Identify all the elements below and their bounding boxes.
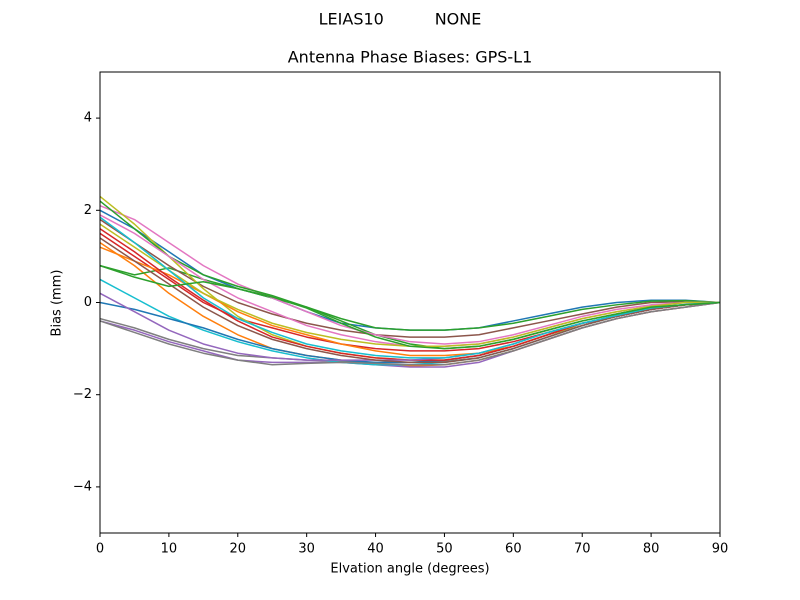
x-tick-label: 80 — [643, 542, 660, 557]
x-tick-label: 20 — [230, 542, 247, 557]
y-axis-label: Bias (mm) — [50, 270, 65, 337]
chart-title: Antenna Phase Biases: GPS-L1 — [288, 48, 533, 67]
x-tick-label: 0 — [96, 542, 104, 557]
y-tick-label: −2 — [73, 387, 92, 402]
x-tick-label: 90 — [712, 542, 729, 557]
y-tick-label: 4 — [84, 111, 92, 126]
y-tick-label: 0 — [84, 295, 92, 310]
data-line — [99, 200, 721, 331]
x-tick-label: 30 — [298, 542, 315, 557]
x-tick-label: 10 — [161, 542, 178, 557]
x-tick-label: 60 — [505, 542, 522, 557]
x-tick-label: 40 — [367, 542, 384, 557]
data-line — [99, 204, 720, 345]
plot-area — [99, 195, 721, 368]
data-line — [99, 216, 721, 359]
data-line — [99, 218, 721, 338]
y-tick-label: −4 — [73, 479, 92, 494]
data-line — [99, 301, 721, 366]
data-line — [99, 237, 721, 364]
x-tick-label: 70 — [574, 542, 591, 557]
y-tick-label: 2 — [84, 203, 92, 218]
suptitle: LEIAS10 NONE — [319, 10, 482, 29]
x-tick-label: 50 — [436, 542, 453, 557]
data-line — [99, 264, 721, 350]
x-axis-label: Elvation angle (degrees) — [330, 562, 489, 577]
